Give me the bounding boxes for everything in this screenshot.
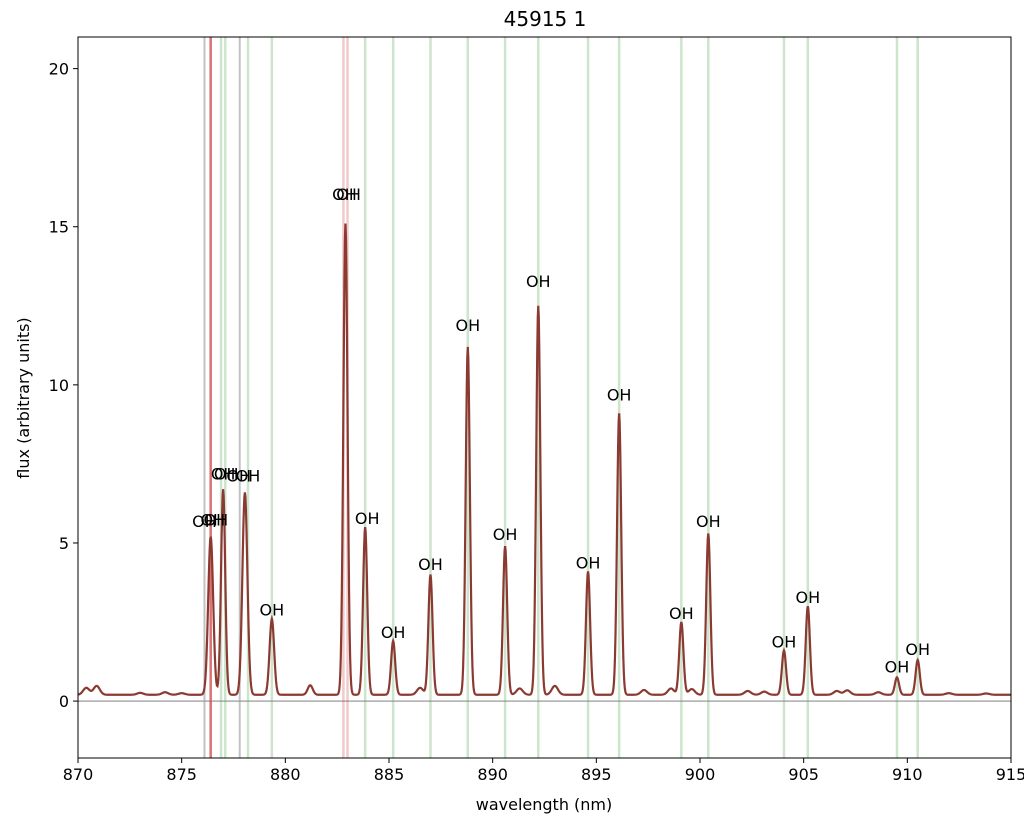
oh-annotation: OH — [226, 466, 251, 485]
y-tick-label: 15 — [49, 218, 69, 237]
oh-annotation: OH — [336, 185, 361, 204]
oh-annotation: OH — [455, 316, 480, 335]
x-tick-label: 885 — [374, 765, 405, 784]
x-tick-label: 895 — [581, 765, 612, 784]
x-tick-label: 905 — [788, 765, 819, 784]
x-tick-label: 880 — [270, 765, 301, 784]
oh-annotation: OH — [796, 588, 821, 607]
oh-annotation: OH — [493, 525, 518, 544]
y-tick-label: 20 — [49, 60, 69, 79]
oh-annotation: OH — [885, 658, 910, 677]
oh-annotation: OH — [576, 553, 601, 572]
y-tick-label: 5 — [59, 534, 69, 553]
oh-annotation: OH — [772, 632, 797, 651]
oh-annotation: OH — [332, 185, 357, 204]
oh-annotation: OH — [211, 465, 236, 484]
oh-annotation: OH — [526, 272, 551, 291]
chart-title: 45915 1 — [504, 7, 587, 31]
oh-annotation: OH — [905, 640, 930, 659]
x-tick-label: 910 — [892, 765, 923, 784]
y-tick-label: 10 — [49, 376, 69, 395]
x-tick-label: 875 — [166, 765, 197, 784]
y-axis: 0 5 10 15 20 — [49, 60, 78, 711]
oh-annotation: OH — [204, 511, 229, 530]
y-tick-label: 0 — [59, 692, 69, 711]
x-tick-label: 890 — [477, 765, 508, 784]
x-axis: 870 875 880 885 890 895 900 905 910 915 — [63, 758, 1024, 784]
x-axis-label: wavelength (nm) — [476, 795, 613, 814]
oh-annotation: OH — [418, 555, 443, 574]
oh-annotation: OH — [669, 604, 694, 623]
spectrum-line — [78, 223, 1011, 696]
oh-annotation: OH — [200, 511, 225, 530]
x-tick-label: 870 — [63, 765, 94, 784]
oh-annotation: OH — [696, 512, 721, 531]
plot-frame — [77, 36, 1012, 759]
x-tick-label: 915 — [996, 765, 1024, 784]
y-axis-label: flux (arbitrary units) — [14, 317, 33, 478]
oh-annotation: OH — [260, 601, 285, 620]
oh-annotation: OH — [236, 466, 261, 485]
plot-area: OHOHOHOHOHOHOHOHOHOHOHOHOHOHOHOHOHOHOHOH… — [78, 37, 1011, 758]
oh-annotation: OH — [192, 512, 217, 531]
oh-annotation: OH — [607, 386, 632, 405]
x-tick-label: 900 — [685, 765, 716, 784]
oh-annotation: OH — [381, 623, 406, 642]
oh-annotation: OH — [214, 465, 239, 484]
oh-annotation: OH — [355, 509, 380, 528]
